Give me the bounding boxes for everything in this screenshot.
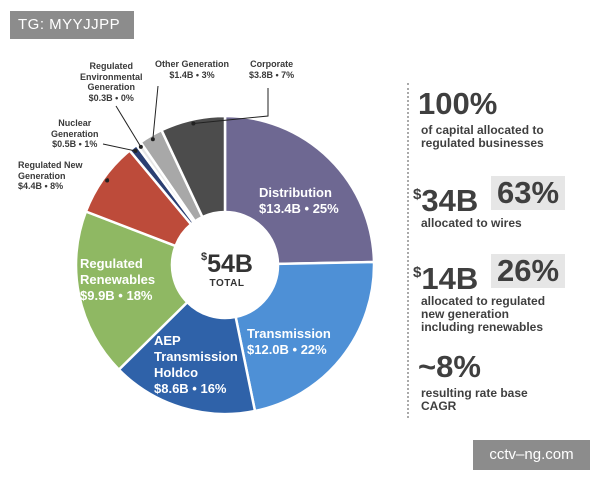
stat-desc-line: including renewables — [421, 320, 544, 334]
slice-label-renewables: Regulated Renewables $9.9B • 18% — [80, 256, 155, 304]
donut-slice-aep-transmission-holdco — [117, 300, 257, 416]
stat-desc-line: allocated to wires — [421, 216, 522, 230]
callout-name: Environmental — [80, 71, 143, 82]
stat-desc-line: regulated businesses — [421, 136, 544, 150]
leader-line — [152, 85, 159, 140]
callout-regulated-new-generation: Regulated New Generation $4.4B • 8% — [18, 160, 83, 192]
donut-slice-distribution — [223, 114, 376, 266]
slice-label-value: $12.0B • 22% — [247, 342, 327, 357]
callout-name: Generation — [51, 128, 99, 139]
leader-dot — [191, 121, 196, 126]
vertical-divider — [407, 83, 409, 418]
stat-currency: $ — [413, 264, 422, 281]
callout-name: Regulated New — [18, 160, 83, 170]
callout-name: Nuclear — [58, 118, 92, 128]
leader-line — [102, 143, 136, 152]
leader-dot — [150, 137, 155, 142]
stat-desc-line: CAGR — [421, 399, 457, 413]
stat-desc-line: allocated to regulated — [421, 294, 546, 308]
slice-label-value: $8.6B • 16% — [154, 381, 227, 396]
leader-line — [193, 88, 269, 124]
slice-label-name: Regulated — [80, 256, 143, 271]
donut-chart-svg — [74, 85, 376, 416]
callout-name: Corporate — [250, 59, 294, 69]
watermark: cctv–ng.com — [473, 440, 590, 470]
slice-label-distribution: Distribution $13.4B • 25% — [259, 185, 339, 217]
donut-slice-transmission — [234, 260, 376, 413]
stat-wires-pct: 63% — [491, 176, 566, 210]
stat-new-generation-desc: allocated to regulated new generation in… — [421, 295, 545, 334]
callout-value: $4.4B • 8% — [18, 181, 64, 191]
total-caption: TOTAL — [209, 278, 245, 289]
stat-wires-desc: allocated to wires — [421, 217, 522, 230]
stat-new-generation-amount: $14B — [413, 256, 478, 296]
stat-wires-amount: $34B — [413, 178, 478, 218]
total-value: $54B — [192, 243, 262, 278]
callout-value: $3.8B • 7% — [249, 69, 295, 80]
slice-label-name: Transmission — [247, 326, 331, 341]
donut-slice-regulated-renewables — [74, 209, 190, 372]
callout-value: $0.5B • 1% — [52, 139, 98, 149]
stat-desc-line: new generation — [421, 307, 510, 321]
callout-value: $1.4B • 3% — [169, 69, 215, 80]
slice-label-name: Renewables — [80, 272, 156, 287]
slice-label-name: Holdco — [154, 365, 199, 380]
donut-center-total: $54B TOTAL — [192, 243, 262, 289]
stat-capital-regulated-pct: 100% — [418, 86, 498, 121]
leader-line — [115, 105, 142, 148]
slice-label-name: Distribution — [259, 185, 332, 200]
stat-amount: 14B — [421, 261, 479, 296]
stat-amount: 34B — [421, 183, 479, 218]
slice-label-transmission: Transmission $12.0B • 22% — [247, 326, 331, 358]
callout-corporate: Corporate $3.8B • 7% — [249, 59, 294, 80]
stat-currency: $ — [413, 186, 422, 203]
slice-label-holdco: AEP Transmission Holdco $8.6B • 16% — [154, 333, 238, 397]
callout-name: Generation — [87, 82, 136, 92]
callout-name: Other Generation — [155, 59, 230, 69]
callout-name: Generation — [18, 170, 66, 181]
total-currency: $ — [201, 251, 208, 263]
stat-rate-base-desc: resulting rate base CAGR — [421, 387, 528, 413]
stat-rate-base-cagr: ~8% — [418, 349, 481, 384]
callout-name: Regulated — [89, 61, 134, 71]
total-amount: 54B — [207, 250, 253, 278]
slice-label-value: $9.9B • 18% — [80, 288, 153, 303]
leader-dot — [105, 178, 110, 183]
capital-allocation-donut-chart: $54B TOTAL Distribution $13.4B • 25% Tra… — [18, 59, 376, 416]
donut-slice-corporate — [159, 114, 227, 219]
leader-dot — [138, 144, 143, 149]
slice-label-value: $13.4B • 25% — [259, 201, 339, 216]
leader-dot — [133, 148, 138, 153]
stat-desc-line: resulting rate base — [421, 386, 528, 400]
callout-environmental-generation: Regulated Environmental Generation $0.3B… — [80, 61, 143, 103]
slice-label-name: AEP — [154, 333, 181, 348]
slice-label-name: Transmission — [154, 349, 238, 364]
callout-value: $0.3B • 0% — [88, 92, 134, 103]
callout-other-generation: Other Generation $1.4B • 3% — [155, 59, 229, 80]
stat-new-generation-pct: 26% — [491, 254, 566, 288]
stat-capital-regulated-desc: of capital allocated to regulated busine… — [421, 124, 544, 150]
stat-desc-line: of capital allocated to — [421, 123, 544, 137]
callout-nuclear-generation: Nuclear Generation $0.5B • 1% — [51, 118, 99, 150]
source-tag: TG: MYYJJPP — [10, 11, 134, 39]
